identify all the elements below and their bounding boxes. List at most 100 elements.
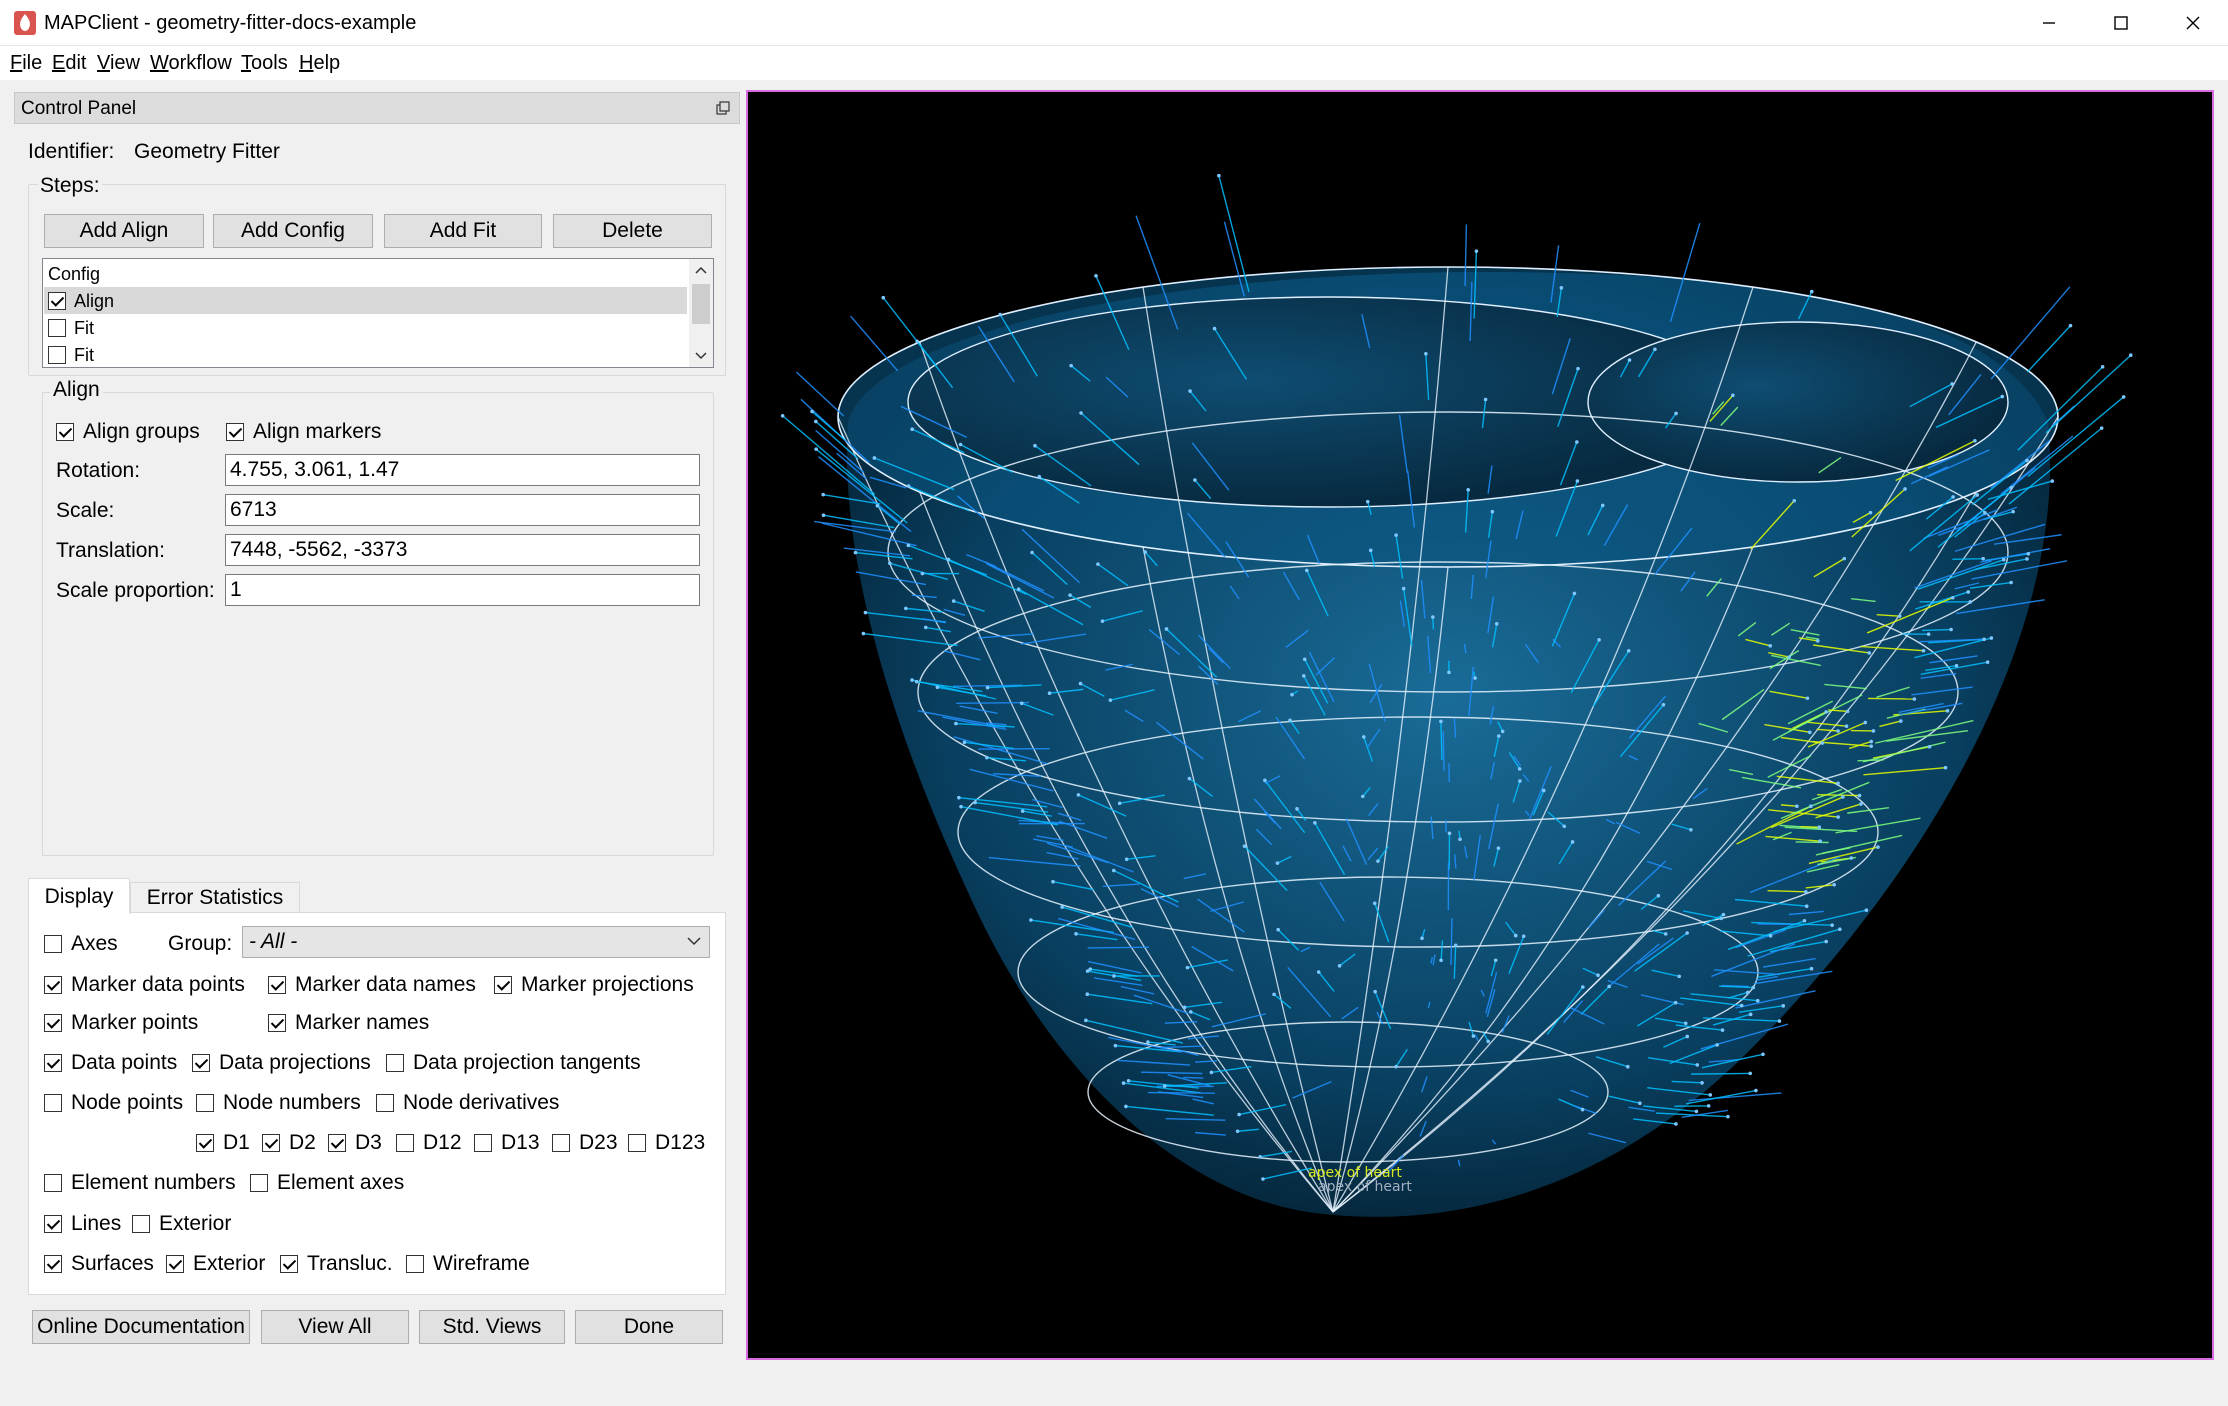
d123-checkbox[interactable]: D123 — [628, 1131, 705, 1155]
data-projection-line — [1292, 1080, 1332, 1099]
data-projection-line — [916, 680, 983, 693]
menu-file[interactable]: File — [10, 52, 43, 74]
list-item-align[interactable]: Align — [44, 287, 687, 314]
d12-checkbox[interactable]: D12 — [396, 1131, 462, 1155]
d13-checkbox[interactable]: D13 — [474, 1131, 540, 1155]
data-projection-line — [1954, 523, 2046, 552]
steps-list-scrollbar[interactable] — [689, 259, 713, 367]
tab-error-statistics[interactable]: Error Statistics — [130, 882, 300, 912]
scrollbar-thumb[interactable] — [692, 284, 710, 324]
data-point — [1078, 681, 1083, 686]
list-item-config[interactable]: Config — [48, 264, 101, 284]
data-point — [1927, 745, 1932, 749]
3d-viewport[interactable]: apex of heart apex of heart — [746, 90, 2214, 1360]
lines-exterior-checkbox[interactable]: Exterior — [132, 1212, 231, 1236]
marker-projections-checkbox[interactable]: Marker projections — [494, 973, 694, 997]
scroll-up-icon[interactable] — [695, 265, 707, 275]
element-axes-checkbox[interactable]: Element axes — [250, 1171, 404, 1195]
d23-checkbox[interactable]: D23 — [552, 1131, 618, 1155]
data-point — [1360, 794, 1365, 799]
marker-data-names-checkbox[interactable]: Marker data names — [268, 973, 476, 997]
menu-edit[interactable]: Edit — [52, 52, 87, 74]
data-point — [821, 492, 825, 497]
std-views-button[interactable]: Std. Views — [419, 1310, 565, 1344]
add-config-button[interactable]: Add Config — [213, 214, 373, 248]
group-select[interactable]: - All - — [242, 926, 710, 958]
minimize-button[interactable] — [2014, 0, 2084, 46]
tab-display[interactable]: Display — [28, 878, 130, 914]
data-projection-line — [1491, 623, 1498, 648]
menu-help[interactable]: Help — [299, 52, 341, 74]
online-documentation-button[interactable]: Online Documentation — [32, 1310, 250, 1344]
data-point — [1562, 824, 1567, 829]
node-points-checkbox[interactable]: Node points — [44, 1091, 183, 1115]
fit-step-2-checkbox[interactable] — [48, 346, 66, 364]
align-groups-checkbox[interactable]: Align groups — [56, 420, 200, 444]
data-point — [959, 804, 963, 809]
lines-checkbox[interactable]: Lines — [44, 1212, 121, 1236]
menu-tools[interactable]: Tools — [241, 52, 288, 74]
list-item-fit-2[interactable]: Fit — [44, 341, 687, 367]
view-all-button[interactable]: View All — [261, 1310, 409, 1344]
add-fit-button[interactable]: Add Fit — [384, 214, 542, 248]
align-markers-checkbox[interactable]: Align markers — [226, 420, 381, 444]
menu-view[interactable]: View — [97, 52, 140, 74]
d3-checkbox[interactable]: D3 — [328, 1131, 382, 1155]
axes-checkbox[interactable]: Axes — [44, 932, 118, 956]
scroll-down-icon[interactable] — [695, 351, 707, 361]
data-projection-line — [1847, 807, 1890, 814]
data-projection-line — [1314, 822, 1346, 875]
data-point — [1447, 831, 1452, 836]
data-projection-line — [1102, 610, 1143, 622]
data-point — [1496, 846, 1501, 850]
translation-field[interactable]: 7448, -5562, -3373 — [225, 534, 700, 566]
marker-points-checkbox[interactable]: Marker points — [44, 1011, 198, 1035]
element-numbers-checkbox[interactable]: Element numbers — [44, 1171, 236, 1195]
data-point — [1836, 815, 1840, 819]
close-button[interactable] — [2158, 0, 2228, 46]
float-dock-icon[interactable] — [715, 100, 731, 116]
delete-button[interactable]: Delete — [553, 214, 712, 248]
steps-list[interactable]: Config Align Fit Fit — [42, 258, 714, 368]
data-point — [1706, 1104, 1711, 1108]
rotation-field[interactable]: 4.755, 3.061, 1.47 — [225, 454, 700, 486]
add-align-button[interactable]: Add Align — [44, 214, 204, 248]
data-projection-tangents-checkbox[interactable]: Data projection tangents — [386, 1051, 641, 1075]
done-button[interactable]: Done — [575, 1310, 723, 1344]
mesh-ring — [887, 411, 2009, 693]
surfaces-exterior-checkbox[interactable]: Exterior — [166, 1252, 265, 1276]
data-projection-line — [1430, 816, 1434, 840]
data-point — [1751, 985, 1756, 990]
marker-data-points-checkbox[interactable]: Marker data points — [44, 973, 245, 997]
data-projection-line — [1273, 993, 1292, 1009]
data-point — [2068, 323, 2073, 328]
maximize-button[interactable] — [2086, 0, 2156, 46]
data-projection-line — [1253, 798, 1282, 830]
wireframe-checkbox[interactable]: Wireframe — [406, 1252, 530, 1276]
data-projection-line — [1663, 1035, 1688, 1048]
list-item-fit-1[interactable]: Fit — [44, 314, 687, 341]
marker-names-checkbox[interactable]: Marker names — [268, 1011, 429, 1035]
d1-checkbox[interactable]: D1 — [196, 1131, 250, 1155]
data-projection-line — [1469, 281, 1473, 341]
data-projection-line — [1727, 920, 1805, 951]
node-numbers-checkbox[interactable]: Node numbers — [196, 1091, 361, 1115]
data-projections-checkbox[interactable]: Data projections — [192, 1051, 371, 1075]
data-points-checkbox[interactable]: Data points — [44, 1051, 177, 1075]
node-derivatives-checkbox[interactable]: Node derivatives — [376, 1091, 559, 1115]
scale-proportion-field[interactable]: 1 — [225, 574, 700, 606]
d2-checkbox[interactable]: D2 — [262, 1131, 316, 1155]
align-step-checkbox[interactable] — [48, 292, 66, 310]
data-point — [1439, 958, 1443, 963]
data-projection-line — [1470, 574, 1474, 600]
data-point — [1820, 741, 1825, 745]
data-projection-line — [1675, 1024, 1723, 1031]
data-projection-line — [1468, 666, 1474, 716]
surfaces-checkbox[interactable]: Surfaces — [44, 1252, 154, 1276]
fit-step-1-checkbox[interactable] — [48, 319, 66, 337]
scale-field[interactable]: 6713 — [225, 494, 700, 526]
data-point — [2009, 580, 2013, 585]
translucent-checkbox[interactable]: Transluc. — [280, 1252, 393, 1276]
menu-workflow[interactable]: Workflow — [150, 52, 232, 74]
data-projection-line — [1195, 1131, 1226, 1136]
